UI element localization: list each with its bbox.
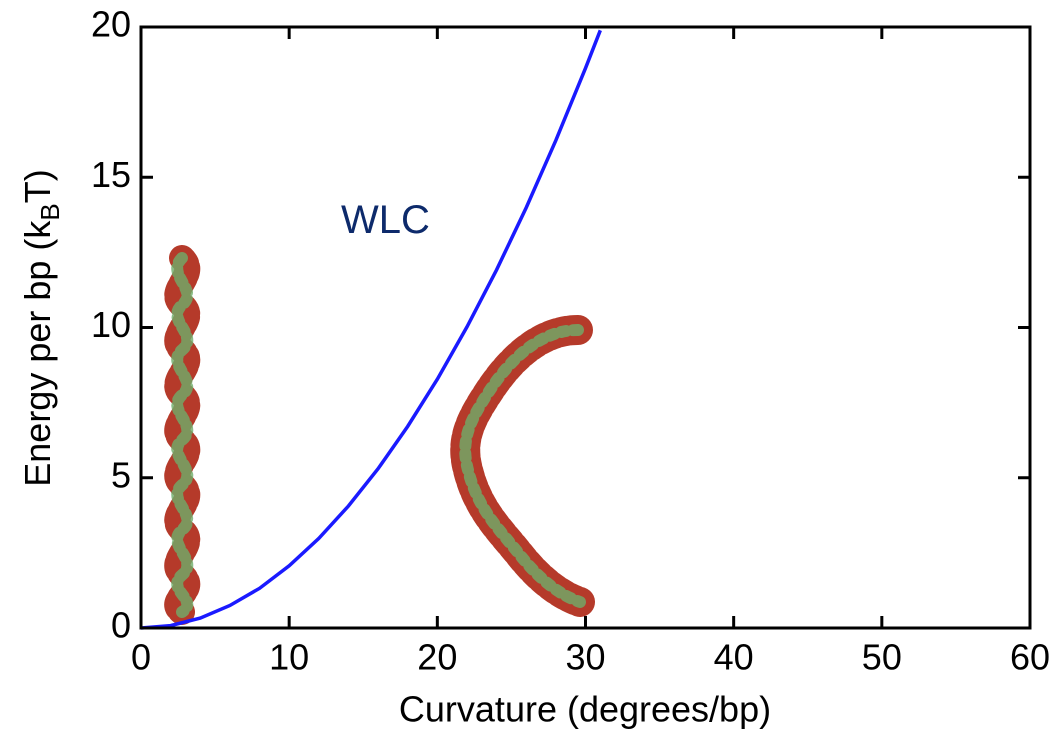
- y-axis-label: Energy per bp (kBT): [17, 169, 65, 486]
- y-tick-label: 10: [91, 304, 131, 345]
- x-tick-label: 30: [565, 637, 605, 678]
- x-tick-label: 0: [131, 637, 151, 678]
- line-series: [140, 29, 602, 630]
- x-tick-label: 60: [1010, 637, 1050, 678]
- y-label-end: T): [17, 169, 58, 203]
- annotation: WLC: [341, 198, 430, 242]
- y-label-sub: B: [35, 203, 65, 220]
- x-tick-label: 10: [269, 637, 309, 678]
- x-axis-label: Curvature (degrees/bp): [399, 689, 771, 730]
- x-tick-label: 40: [714, 637, 754, 678]
- x-tick-label: 20: [417, 637, 457, 678]
- y-label-main: Energy per bp (k: [17, 220, 58, 487]
- y-tick-label: 5: [111, 454, 131, 495]
- dna-bent: [450, 315, 595, 617]
- x-tick-label: 50: [862, 637, 902, 678]
- y-tick-label: 20: [91, 4, 131, 45]
- y-tick-label: 0: [111, 605, 131, 646]
- y-tick-label: 15: [91, 154, 131, 195]
- dna-straight: [164, 245, 201, 625]
